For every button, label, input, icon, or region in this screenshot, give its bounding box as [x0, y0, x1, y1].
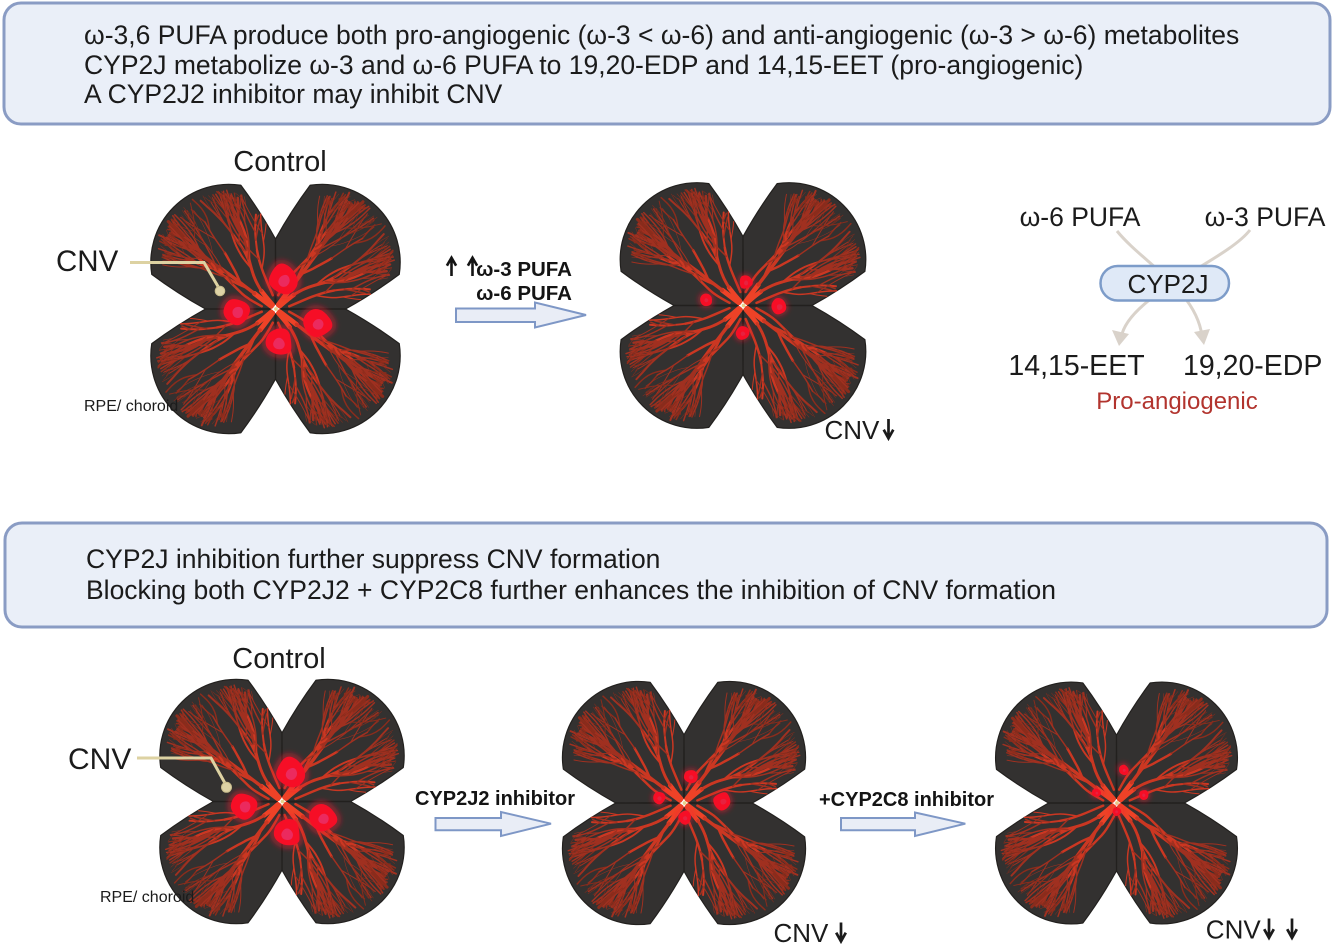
svg-text:19,20-EDP: 19,20-EDP — [1183, 350, 1322, 382]
svg-text:Blocking both CYP2J2 + CYP2C8: Blocking both CYP2J2 + CYP2C8 further en… — [86, 575, 1056, 605]
svg-text:CNV: CNV — [68, 743, 131, 776]
svg-text:Control: Control — [232, 643, 326, 675]
svg-text:ω-6 PUFA: ω-6 PUFA — [1020, 202, 1141, 232]
svg-text:CYP2J metabolize ω-3 and ω-6 P: CYP2J metabolize ω-3 and ω-6 PUFA to 19,… — [84, 50, 1083, 80]
svg-text:+CYP2C8 inhibitor: +CYP2C8 inhibitor — [819, 789, 994, 811]
svg-text:Control: Control — [233, 146, 327, 178]
svg-text:CNV: CNV — [1206, 915, 1262, 945]
svg-text:ω-3 PUFA: ω-3 PUFA — [476, 258, 572, 281]
svg-text:CNV: CNV — [774, 918, 830, 947]
svg-text:14,15-EET: 14,15-EET — [1008, 350, 1144, 382]
svg-text:CYP2J inhibition further suppr: CYP2J inhibition further suppress CNV fo… — [86, 544, 660, 574]
svg-text:RPE/ choroid: RPE/ choroid — [100, 889, 194, 906]
svg-text:ω-3 PUFA: ω-3 PUFA — [1205, 202, 1326, 232]
svg-text:ω-6 PUFA: ω-6 PUFA — [476, 282, 572, 305]
svg-text:A CYP2J2 inhibitor may inhibit: A CYP2J2 inhibitor may inhibit CNV — [84, 79, 503, 109]
svg-text:CYP2J: CYP2J — [1128, 269, 1209, 299]
svg-text:CNV: CNV — [56, 245, 119, 278]
svg-text:Pro-angiogenic: Pro-angiogenic — [1096, 388, 1257, 415]
svg-text:CYP2J2 inhibitor: CYP2J2 inhibitor — [415, 788, 575, 810]
svg-text:ω-3,6 PUFA produce both pro-an: ω-3,6 PUFA produce both pro-angiogenic (… — [84, 20, 1239, 50]
svg-text:RPE/ choroid: RPE/ choroid — [84, 398, 178, 415]
svg-text:CNV: CNV — [825, 415, 881, 445]
